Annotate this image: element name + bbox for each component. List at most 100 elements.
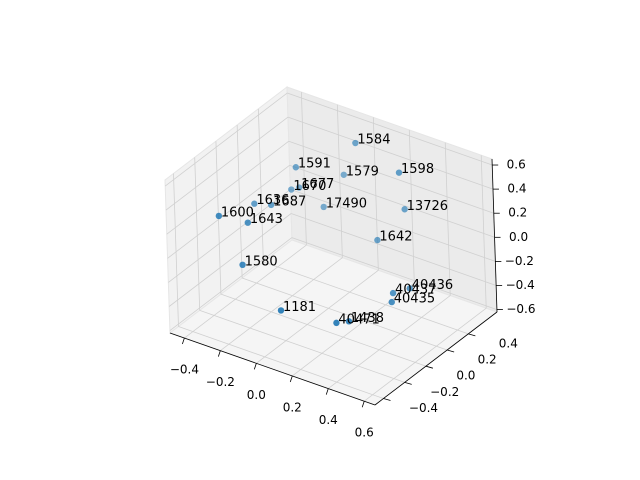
y-axis-line [374, 311, 498, 406]
x-tick-label: 0.2 [283, 400, 302, 414]
grid-line [263, 261, 469, 335]
x-tick-label: 0.0 [247, 388, 266, 402]
grid-line [289, 164, 495, 238]
point [333, 319, 340, 327]
tick-mark [217, 350, 221, 357]
point-label: 1636 [256, 193, 289, 208]
point-label: 1670 [293, 179, 326, 194]
point [267, 201, 275, 209]
z-tick-label: 0.0 [509, 230, 528, 244]
z-tick-label: −0.2 [505, 254, 534, 268]
grid-line [291, 213, 497, 286]
point-label: 1580 [245, 254, 278, 269]
tick-mark [404, 381, 412, 385]
point [239, 261, 246, 269]
grid-line [292, 282, 415, 377]
tick-mark [325, 388, 329, 395]
x-tick-label: 0.6 [355, 426, 374, 440]
grid-line [169, 237, 293, 331]
grid-line [178, 326, 384, 399]
y-tick-label: 0.4 [499, 336, 518, 350]
point [215, 212, 223, 220]
point [406, 285, 413, 292]
point [340, 171, 347, 178]
point-label: 1643 [250, 212, 283, 227]
grid-line [480, 155, 487, 309]
y-tick-label: 0.2 [478, 353, 497, 367]
grid-line [220, 293, 427, 367]
grid-line [444, 142, 451, 296]
point [352, 139, 359, 147]
point-label: 17490 [326, 196, 367, 211]
y-tick-label: −0.2 [430, 385, 459, 399]
grid-line [328, 295, 451, 389]
x-axis-line [169, 332, 376, 406]
x-tick-label: 0.4 [319, 413, 338, 427]
z-tick-label: 0.6 [507, 158, 526, 172]
grid-line [372, 117, 379, 271]
point-label: 40435 [394, 292, 435, 307]
grid-line [363, 307, 487, 402]
z-tick-label: −0.4 [506, 278, 535, 292]
tick-mark [289, 375, 293, 383]
point-label: 1677 [301, 177, 334, 192]
grid-line [287, 116, 494, 190]
grid-line [184, 244, 307, 339]
point [277, 307, 285, 314]
grid-line [165, 116, 289, 211]
point-label: 1584 [357, 133, 390, 148]
point [288, 186, 295, 193]
grid-line [287, 92, 493, 166]
grid-line [290, 189, 496, 262]
grid-line [257, 108, 264, 262]
z-tick-label: −0.6 [506, 302, 535, 316]
tick-mark [182, 337, 185, 345]
grid-line [194, 157, 201, 311]
point-label: 1687 [273, 194, 306, 209]
point [388, 298, 395, 306]
point-label: 40437 [395, 283, 436, 298]
point [401, 206, 408, 213]
point-label: 1579 [346, 164, 379, 179]
x-tick-label: −0.2 [206, 375, 235, 389]
point-label: 1438 [351, 311, 384, 326]
y-tick-label: 0.0 [456, 369, 475, 383]
tick-mark [383, 398, 391, 401]
grid-line [164, 92, 288, 187]
grid-line [167, 164, 290, 259]
grid-line [256, 269, 379, 364]
x-tick-label: −0.4 [170, 363, 199, 377]
point [292, 164, 300, 171]
grid-line [300, 92, 307, 246]
y-tick-label: −0.4 [409, 401, 438, 415]
z-tick-label: 0.4 [507, 182, 526, 196]
grid-line [168, 213, 292, 307]
point [374, 236, 381, 244]
point [345, 318, 353, 325]
tick-mark [253, 363, 257, 370]
point-label: 40471 [338, 312, 379, 327]
tick-mark [447, 349, 455, 353]
point-label: 40436 [412, 278, 453, 293]
point-label: 1642 [379, 230, 412, 245]
grid-line [291, 237, 498, 310]
grid-line [236, 124, 243, 279]
grid-line [220, 257, 343, 352]
tick-mark [468, 333, 476, 337]
point [320, 203, 327, 211]
grid-line [242, 277, 448, 351]
point-label: 1600 [221, 205, 254, 220]
point [295, 184, 303, 191]
point [395, 169, 403, 176]
point-label: 1598 [401, 162, 434, 177]
point [389, 289, 397, 297]
grid-line [166, 140, 290, 235]
point-label: 13726 [407, 199, 448, 214]
tick-mark [361, 401, 365, 408]
point [244, 219, 252, 226]
grid-line [199, 309, 405, 383]
z-axis-line [491, 158, 498, 313]
point [251, 200, 258, 207]
z-tick-label: 0.2 [508, 206, 527, 220]
